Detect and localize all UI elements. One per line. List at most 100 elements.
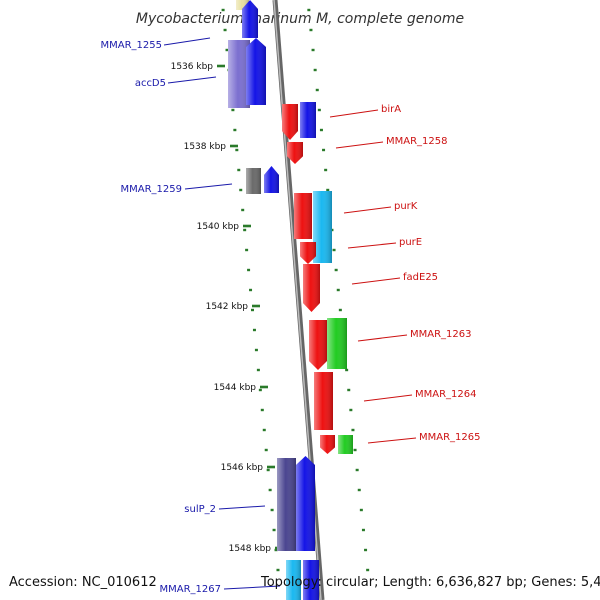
track-dot (353, 448, 357, 452)
track-dot (334, 268, 338, 272)
gene-label[interactable]: MMAR_1264 (415, 389, 477, 400)
gene-arrow-shading (309, 320, 327, 370)
track-dot (262, 428, 266, 432)
track-dot (332, 248, 336, 252)
track-dot (251, 308, 254, 312)
track-dot (364, 548, 368, 552)
track-dot (345, 368, 349, 372)
track-dot (258, 388, 262, 392)
gene-features (228, 0, 353, 600)
leader-line (343, 206, 392, 214)
track-dot (317, 108, 321, 112)
track-dot (243, 228, 247, 232)
gene-arrow-shading (282, 104, 298, 140)
track-dot (256, 368, 260, 372)
track-dot (235, 148, 239, 152)
track-dot (366, 568, 370, 572)
tick-label: 1538 kbp (184, 142, 227, 152)
gene-label[interactable]: MMAR_1259 (121, 184, 183, 195)
track-dot (347, 388, 351, 392)
track-dot (237, 168, 241, 172)
tick-label: 1540 kbp (197, 222, 240, 232)
gene-label[interactable]: fadE25 (403, 272, 438, 283)
gene-arrow-shading (314, 372, 333, 430)
track-dot (245, 248, 249, 252)
gene-arrow-shading (277, 458, 296, 551)
tick-mark (252, 304, 260, 308)
gene-labels: MMAR_1255 accD5 MMAR_1259 sulP_2 MMAR_1267 bi… (101, 37, 481, 595)
tick-marks: 1536 kbp 1538 kbp 1540 kbp 1542 kbp 1544 kbp… (171, 62, 283, 554)
track-dot (313, 68, 317, 72)
tick-mark (217, 64, 225, 68)
track-dot (326, 188, 330, 192)
leader-line (363, 394, 413, 402)
gene-label[interactable]: MMAR_1267 (160, 584, 222, 595)
accession-text: Accession: NC_010612 (9, 575, 157, 590)
track-dot (324, 168, 328, 172)
gene-arrow-shading (313, 191, 332, 263)
track-dot (233, 128, 237, 132)
gene-arrow-shading (296, 456, 315, 551)
gene-arrow-shading (327, 318, 347, 369)
track-dot (266, 468, 270, 472)
gene-label[interactable]: MMAR_1258 (386, 136, 448, 147)
map-title: Mycobacterium marinum M, complete genome (136, 11, 464, 27)
track-dot (359, 508, 363, 512)
leader-line (367, 437, 417, 444)
gene-arrow-shading (294, 193, 312, 239)
tick-label: 1546 kbp (221, 463, 264, 473)
gene-arrow-shading (246, 38, 266, 105)
gene-arrow-shading (300, 102, 316, 138)
track-dot (355, 468, 359, 472)
track-dot (309, 28, 313, 32)
gene-arrow-shading (287, 142, 303, 164)
track-dot (241, 208, 245, 212)
gene-arrow-shading (303, 264, 320, 312)
track-dot (249, 288, 253, 292)
track-dot (223, 28, 227, 32)
track-dot (322, 148, 326, 152)
gene-label[interactable]: MMAR_1255 (101, 40, 163, 51)
track-dot (307, 8, 311, 12)
tick-label: 1536 kbp (171, 62, 214, 72)
tick-label: 1548 kbp (229, 544, 272, 554)
tick-mark (267, 465, 275, 469)
track-dot (247, 268, 251, 272)
gene-label[interactable]: purK (394, 201, 418, 212)
track-dot (315, 88, 319, 92)
leader-line (329, 109, 379, 118)
gene-label[interactable]: MMAR_1263 (410, 329, 472, 340)
gene-arrow-shading (303, 560, 319, 600)
tick-mark (243, 224, 251, 228)
track-dot (336, 288, 340, 292)
track-dot (225, 48, 229, 52)
track-dot (338, 308, 342, 312)
track-dot (268, 488, 272, 492)
gene-label[interactable]: MMAR_1265 (419, 432, 481, 443)
track-dot (239, 188, 243, 192)
gene-label[interactable]: accD5 (135, 78, 166, 89)
leader-line (357, 334, 408, 342)
track-dot (311, 48, 315, 52)
track-dot (221, 8, 225, 12)
tick-mark (230, 144, 238, 148)
track-dot (272, 528, 276, 532)
track-dot (264, 448, 268, 452)
tick-label: 1542 kbp (206, 302, 249, 312)
gene-label[interactable]: birA (381, 104, 401, 115)
track-dot (361, 528, 365, 532)
track-dot (276, 568, 280, 572)
track-dot (270, 508, 274, 512)
gene-arrow-shading (300, 242, 316, 264)
tick-mark (260, 385, 268, 389)
leader-line (163, 37, 211, 46)
gene-label[interactable]: sulP_2 (184, 504, 216, 515)
track-dot (319, 128, 323, 132)
gene-label[interactable]: purE (399, 237, 422, 248)
leader-line (218, 505, 266, 510)
track-dot (357, 488, 361, 492)
gene-arrow-shading (228, 40, 250, 108)
track-dot (351, 428, 355, 432)
leader-line (167, 76, 217, 84)
